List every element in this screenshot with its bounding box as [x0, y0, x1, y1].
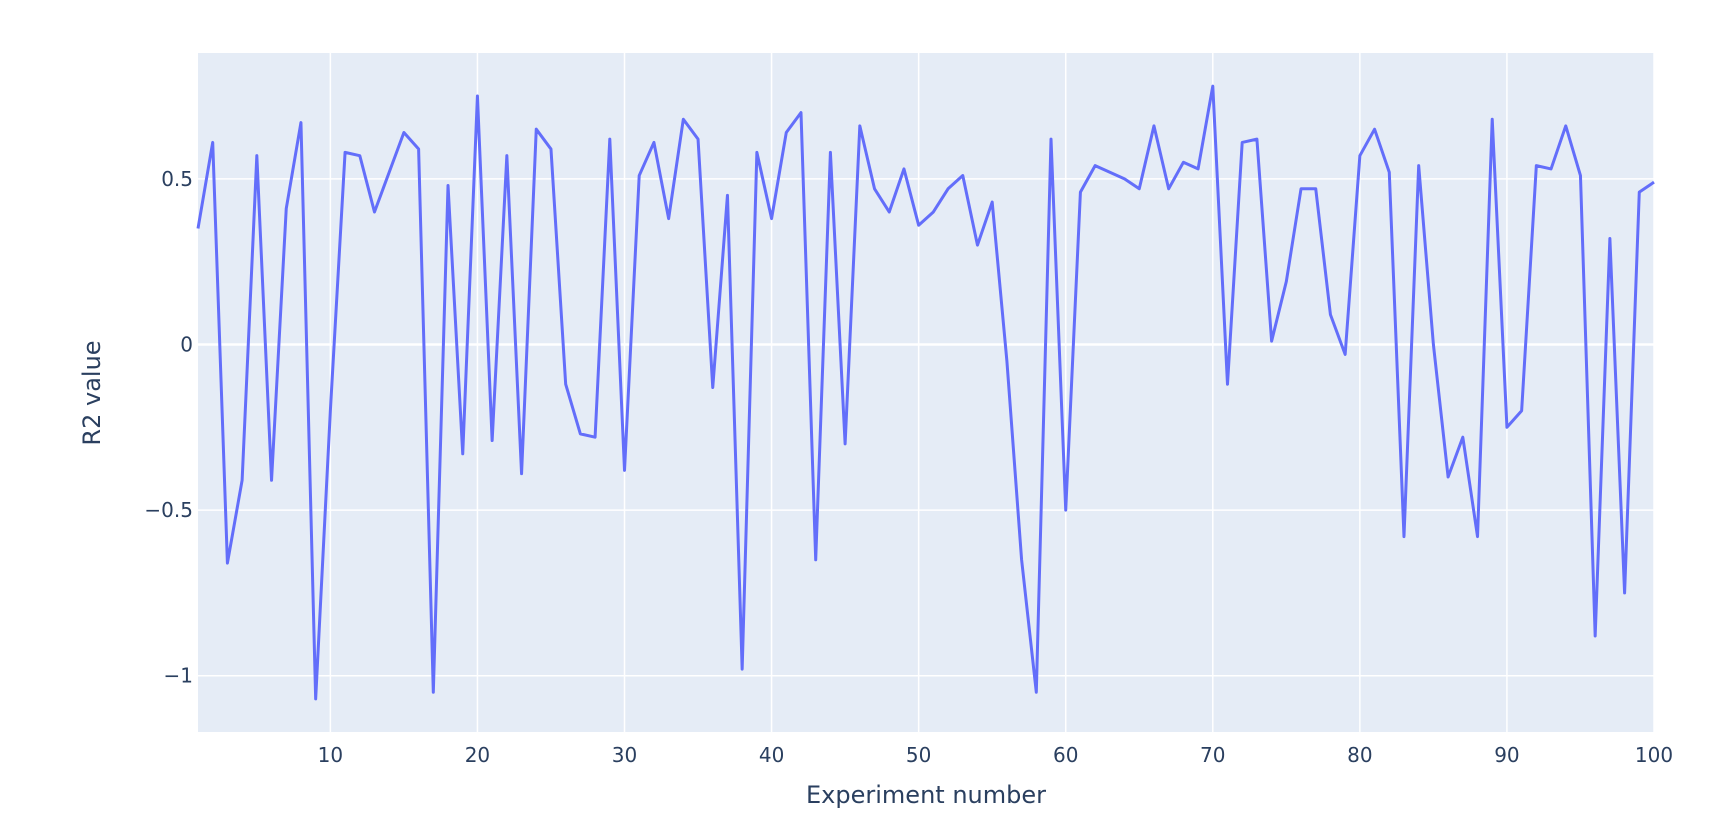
x-tick-label: 10	[318, 743, 343, 767]
y-tick-label: −0.5	[144, 498, 193, 522]
x-tick-label: 60	[1053, 743, 1078, 767]
y-tick-label: 0	[180, 332, 193, 356]
x-tick-label: 80	[1347, 743, 1372, 767]
series-layer	[196, 84, 1655, 701]
y-tick-label: −1	[164, 664, 193, 688]
x-tick-label: 30	[612, 743, 637, 767]
y-axis-title: R2 value	[78, 340, 106, 445]
y-tick-label: 0.5	[161, 167, 193, 191]
x-tick-label: 90	[1494, 743, 1519, 767]
x-tick-label: 50	[906, 743, 931, 767]
y-tick-labels: −1 −0.5 0 0.5	[144, 167, 193, 688]
x-tick-label: 70	[1200, 743, 1225, 767]
x-tick-label: 40	[759, 743, 784, 767]
x-axis-title: Experiment number	[806, 781, 1046, 809]
x-tick-label: 20	[465, 743, 490, 767]
x-tick-labels: 10 20 30 40 50 60 70 80 90 100	[318, 743, 1673, 767]
plot-background	[198, 53, 1654, 732]
x-gridlines	[329, 53, 1655, 732]
series-line	[196, 84, 1655, 701]
x-tick-label: 100	[1635, 743, 1673, 767]
